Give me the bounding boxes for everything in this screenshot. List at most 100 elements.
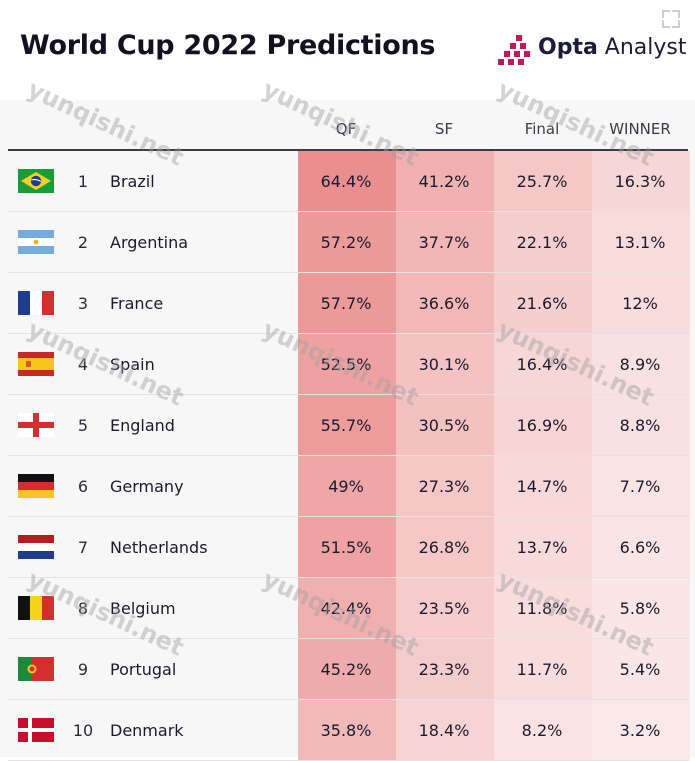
brand-name-light: Analyst — [597, 35, 687, 60]
heat-cell — [494, 151, 592, 212]
rank-label: 6 — [77, 477, 89, 496]
value-label: 45.2% — [320, 660, 372, 679]
value-label: 12% — [622, 294, 658, 313]
header-divider — [8, 149, 688, 151]
heat-cell — [494, 456, 592, 517]
team-name: England — [110, 416, 175, 435]
heat-cell — [298, 578, 396, 639]
denmark-flag-icon — [18, 718, 54, 742]
row-divider — [8, 516, 688, 517]
heat-cell — [298, 639, 396, 700]
rank-label: 8 — [77, 599, 89, 618]
heat-cell — [298, 334, 396, 395]
netherlands-flag-icon — [18, 535, 54, 559]
brazil-flag-icon — [18, 169, 54, 193]
value-label: 25.7% — [516, 172, 568, 191]
spain-flag-icon — [18, 352, 54, 376]
heat-cell — [298, 212, 396, 273]
value-label: 22.1% — [516, 233, 568, 252]
value-label: 27.3% — [418, 477, 470, 496]
row-divider — [8, 211, 688, 212]
value-label: 23.3% — [418, 660, 470, 679]
heat-cell — [592, 578, 690, 639]
heat-cell — [592, 273, 690, 334]
heat-cell — [396, 578, 494, 639]
table-row: 3 France 57.7% 36.6% 21.6% 12% — [0, 273, 695, 334]
rank-label: 3 — [77, 294, 89, 313]
column-header-final: Final — [524, 120, 560, 138]
row-divider — [8, 272, 688, 273]
expand-icon[interactable] — [662, 10, 680, 28]
heat-cell — [298, 395, 396, 456]
heat-cell — [592, 517, 690, 578]
rank-label: 2 — [77, 233, 89, 252]
column-header-winner: WINNER — [609, 120, 671, 138]
belgium-flag-icon — [18, 596, 54, 620]
value-label: 35.8% — [320, 721, 372, 740]
portugal-flag-icon — [18, 657, 54, 681]
table-row: 5 England 55.7% 30.5% 16.9% 8.8% — [0, 395, 695, 456]
page-title: World Cup 2022 Predictions — [20, 30, 436, 61]
value-label: 21.6% — [516, 294, 568, 313]
heat-cell — [396, 334, 494, 395]
team-name: Germany — [110, 477, 184, 496]
value-label: 52.5% — [320, 355, 372, 374]
heat-cell — [494, 395, 592, 456]
row-divider — [8, 333, 688, 334]
value-label: 11.8% — [516, 599, 568, 618]
row-divider — [8, 577, 688, 578]
heat-cell — [592, 151, 690, 212]
heat-cell — [494, 578, 592, 639]
value-label: 26.8% — [418, 538, 470, 557]
rank-label: 5 — [77, 416, 89, 435]
heat-cell — [592, 395, 690, 456]
table-row: 9 Portugal 45.2% 23.3% 11.7% 5.4% — [0, 639, 695, 700]
heat-cell — [396, 212, 494, 273]
team-name: Portugal — [110, 660, 177, 679]
heat-cell — [592, 212, 690, 273]
value-label: 16.3% — [614, 172, 666, 191]
value-label: 30.5% — [418, 416, 470, 435]
heat-cell — [494, 517, 592, 578]
team-name: France — [110, 294, 164, 313]
column-header-qf: QF — [335, 120, 357, 138]
heat-cell — [396, 273, 494, 334]
team-name: Argentina — [110, 233, 189, 252]
value-label: 64.4% — [320, 172, 372, 191]
heat-cell — [592, 700, 690, 761]
row-divider — [8, 699, 688, 700]
argentina-flag-icon — [18, 230, 54, 254]
rank-label: 1 — [77, 172, 89, 191]
table-header: QF SF Final WINNER — [0, 108, 695, 148]
value-label: 13.7% — [516, 538, 568, 557]
value-label: 13.1% — [614, 233, 666, 252]
heat-cell — [298, 700, 396, 761]
rank-label: 9 — [77, 660, 89, 679]
heat-cell — [592, 639, 690, 700]
opta-logo-icon — [498, 31, 532, 67]
value-label: 6.6% — [619, 538, 661, 557]
value-label: 37.7% — [418, 233, 470, 252]
team-name: Netherlands — [110, 538, 208, 557]
team-name: Spain — [110, 355, 155, 374]
value-label: 8.2% — [521, 721, 563, 740]
rank-label: 10 — [72, 721, 94, 740]
heat-cell — [298, 273, 396, 334]
brand-name-bold: Opta — [538, 35, 598, 60]
heat-cell — [396, 517, 494, 578]
value-label: 16.4% — [516, 355, 568, 374]
heat-cell — [396, 700, 494, 761]
value-label: 51.5% — [320, 538, 372, 557]
value-label: 16.9% — [516, 416, 568, 435]
heat-cell — [592, 456, 690, 517]
value-label: 42.4% — [320, 599, 372, 618]
value-label: 5.8% — [619, 599, 661, 618]
england-flag-icon — [18, 413, 54, 437]
heat-cell — [298, 517, 396, 578]
value-label: 8.8% — [619, 416, 661, 435]
value-label: 30.1% — [418, 355, 470, 374]
heat-cell — [298, 151, 396, 212]
value-label: 36.6% — [418, 294, 470, 313]
table-row: 4 Spain 52.5% 30.1% 16.4% 8.9% — [0, 334, 695, 395]
value-label: 18.4% — [418, 721, 470, 740]
